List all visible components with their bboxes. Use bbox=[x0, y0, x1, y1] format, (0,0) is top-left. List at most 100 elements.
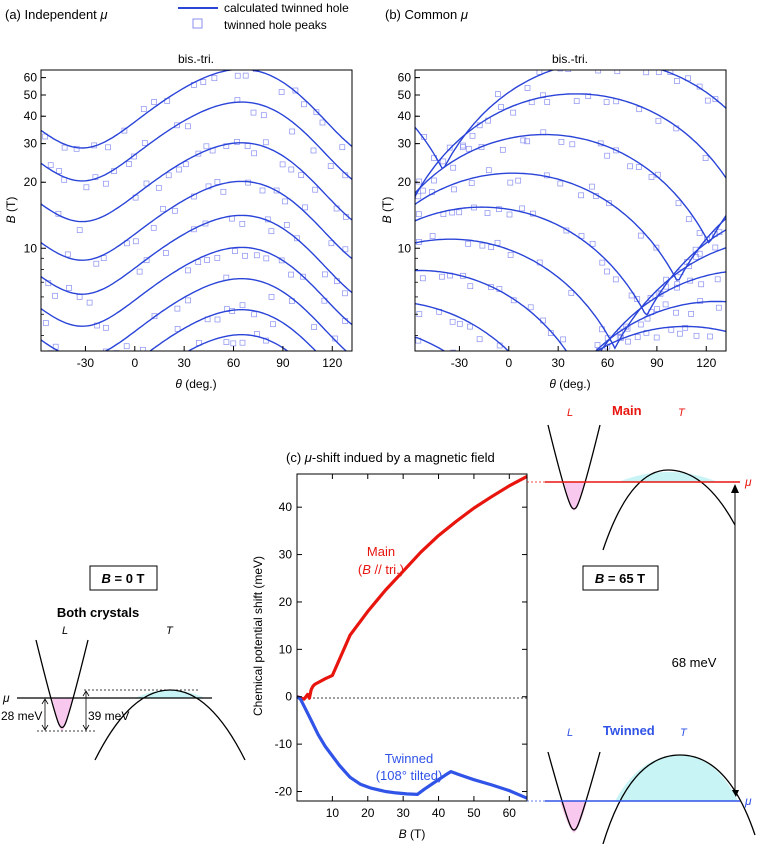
panel-b-peak-marker bbox=[696, 230, 703, 236]
main-annotation-sub: (B // tri.) bbox=[358, 562, 404, 577]
panel-a-xtick-label: 0 bbox=[131, 356, 138, 370]
b65-box-label: B = 65 T bbox=[595, 571, 645, 586]
panel-c-ytick-label: 30 bbox=[279, 548, 293, 562]
left-T-pocket-fill bbox=[135, 690, 205, 698]
panel-c: 40 30 20 10 0 -10 -20 10 20 30 40 50 60 Chemical pot… bbox=[251, 473, 528, 841]
panel-a-peak-marker bbox=[283, 222, 290, 228]
panel-a-peak-marker bbox=[313, 109, 320, 116]
panel-a-peak-marker bbox=[279, 161, 286, 168]
panel-b-peak-marker bbox=[685, 216, 692, 223]
panel-b-peak-marker bbox=[612, 276, 619, 283]
panel-b-peak-marker bbox=[668, 326, 675, 333]
right-twinned-T: T bbox=[680, 727, 688, 739]
panel-a-peak-marker bbox=[234, 139, 240, 145]
panel-a-xtick-label: 60 bbox=[227, 356, 241, 370]
panel-b-peak-marker bbox=[467, 283, 474, 290]
panel-b-curve bbox=[415, 93, 726, 197]
panel-b-peak-marker bbox=[476, 336, 483, 343]
panel-b-peak-marker bbox=[714, 276, 721, 283]
left-depth-39: 39 meV bbox=[88, 709, 129, 723]
panel-a-peak-marker bbox=[220, 188, 227, 195]
panel-b-curve bbox=[415, 206, 726, 317]
panel-a-peak-marker bbox=[203, 143, 210, 150]
right-twinned-T-band bbox=[602, 754, 756, 844]
panel-a-peak-marker bbox=[163, 250, 169, 256]
panel-a-curve bbox=[41, 278, 348, 351]
panel-a-peak-marker bbox=[73, 145, 80, 152]
panel-b-peak-marker bbox=[677, 330, 683, 337]
panel-a-peak-marker bbox=[251, 150, 257, 157]
panel-b-peak-marker bbox=[613, 147, 619, 154]
main-series-line bbox=[296, 474, 528, 701]
right-main-L-fill bbox=[564, 482, 585, 511]
panel-a-peak-marker bbox=[270, 321, 276, 328]
panel-a: 60 50 40 30 20 10 -30 0 30 60 90 120 B (T) θ (deg.) bbox=[4, 69, 353, 391]
panel-c-frame bbox=[296, 473, 528, 802]
panel-b-peak-marker bbox=[702, 155, 709, 161]
panel-b-ytick-label: 40 bbox=[398, 109, 412, 123]
panel-b-peak-marker bbox=[451, 186, 457, 193]
left-depth-28: 28 meV bbox=[1, 709, 42, 723]
panel-b-peak-marker bbox=[469, 132, 476, 139]
panel-a-peak-marker bbox=[234, 72, 241, 79]
panel-a-peak-marker bbox=[278, 89, 285, 95]
panel-a-peak-marker bbox=[214, 179, 221, 185]
right-main-L-band bbox=[547, 424, 601, 510]
panel-b-peak-marker bbox=[524, 138, 531, 145]
panel-a-peak-marker bbox=[311, 324, 317, 330]
panel-b-peak-marker bbox=[485, 167, 492, 174]
panel-b-peak-marker bbox=[515, 177, 522, 184]
panel-b-peak-marker bbox=[565, 70, 572, 72]
left-depth-arrow-28-head bbox=[41, 698, 49, 731]
panel-a-peak-marker bbox=[87, 382, 92, 387]
panel-b-peak-marker bbox=[431, 177, 437, 184]
panel-a-peak-marker bbox=[174, 326, 181, 332]
panel-a-peak-marker bbox=[144, 376, 149, 381]
panel-b-peak-marker bbox=[415, 211, 422, 218]
panel-a-peak-marker bbox=[176, 166, 182, 173]
panel-c-ytick-label: 10 bbox=[279, 642, 293, 656]
legend-marker-swatch bbox=[192, 18, 203, 29]
panel-a-peak-marker bbox=[150, 224, 157, 231]
panel-b-curve bbox=[415, 238, 726, 350]
panel-b-peak-marker bbox=[569, 141, 576, 148]
panel-b-peak-marker bbox=[507, 252, 514, 258]
left-T-label: T bbox=[166, 625, 174, 637]
panel-b-peak-marker bbox=[635, 164, 642, 170]
panel-a-peak-marker bbox=[268, 294, 275, 300]
panel-b-peak-marker bbox=[488, 244, 495, 251]
panel-b-peak-marker bbox=[579, 365, 584, 370]
right-main-mu: μ bbox=[744, 475, 752, 489]
twinned-annotation-sub: (108° tilted) bbox=[376, 768, 443, 783]
panel-a-peak-marker bbox=[244, 143, 251, 149]
panel-b-peak-marker bbox=[606, 200, 612, 207]
b0-box bbox=[89, 565, 158, 591]
panel-b-peak-marker bbox=[419, 275, 426, 282]
panel-a-peak-marker bbox=[136, 268, 143, 275]
panel-a-peak-marker bbox=[328, 240, 335, 247]
panel-b-peak-marker bbox=[697, 298, 704, 304]
panel-a-ytick-label: 50 bbox=[24, 88, 38, 102]
panel-a-peak-marker bbox=[116, 378, 121, 383]
panel-b-peak-marker bbox=[698, 281, 705, 288]
panel-b-ytick-label: 60 bbox=[398, 71, 412, 85]
panel-a-peak-marker bbox=[42, 372, 47, 377]
panel-a-peak-marker bbox=[75, 384, 80, 389]
panel-b-curve bbox=[415, 172, 726, 281]
panel-a-peak-marker bbox=[136, 383, 141, 388]
panel-b-peak-marker bbox=[573, 98, 580, 104]
panel-b-peak-marker bbox=[446, 144, 453, 151]
panel-a-ytick-label: 20 bbox=[24, 175, 38, 189]
panel-a-peak-marker bbox=[223, 143, 230, 149]
panel-b-peak-marker bbox=[519, 205, 525, 212]
panel-b-frame bbox=[414, 69, 727, 352]
panel-b-peak-marker bbox=[589, 183, 595, 190]
panel-b-peak-marker bbox=[675, 200, 682, 207]
panel-b-peak-marker bbox=[544, 99, 551, 105]
panel-b-peak-marker bbox=[479, 242, 486, 249]
panel-a-peak-marker bbox=[52, 292, 58, 299]
panel-a-peak-marker bbox=[253, 70, 259, 73]
panel-c-ticks: 40 30 20 10 0 -10 -20 10 20 30 40 50 60 bbox=[275, 474, 527, 820]
panel-a-peak-marker bbox=[100, 255, 107, 261]
panel-a-peak-marker bbox=[342, 290, 348, 297]
